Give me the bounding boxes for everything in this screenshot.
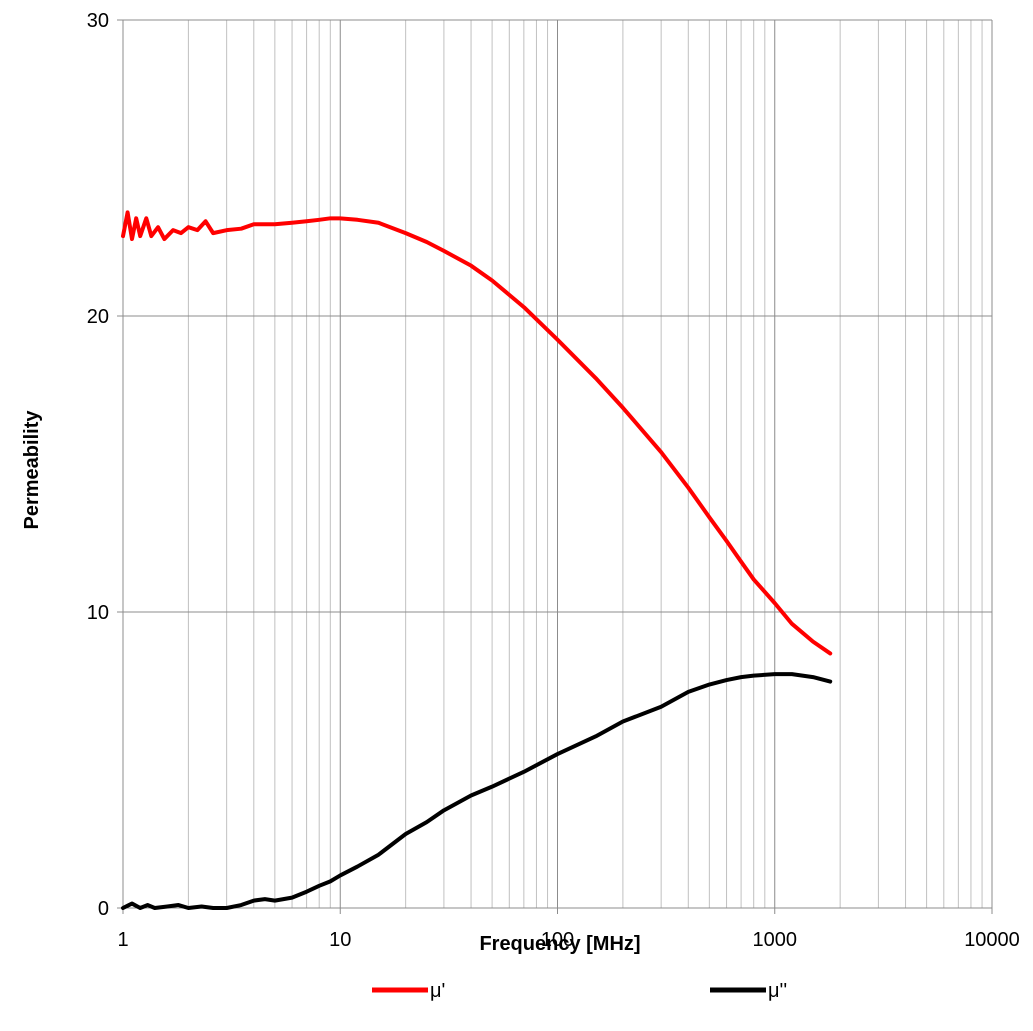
y-tick-label: 0: [98, 898, 109, 920]
y-tick-label: 30: [87, 10, 109, 32]
x-tick-label: 100: [541, 929, 574, 951]
major-gridlines: [117, 19, 993, 914]
y-tick-labels: 0 10 20 30: [87, 10, 109, 920]
x-axis-title: Frequency [MHz]: [479, 933, 640, 955]
y-axis-title: Permeability: [21, 410, 43, 530]
x-tick-label: 10: [329, 929, 351, 951]
series-line-1: [121, 210, 833, 656]
y-tick-label: 20: [87, 306, 109, 328]
x-tick-label: 1: [117, 929, 128, 951]
x-tick-label: 10000: [964, 929, 1020, 951]
legend-label-1: μ': [430, 980, 445, 1002]
y-tick-label: 10: [87, 602, 109, 624]
minor-gridlines: [187, 20, 983, 908]
legend-label-2: μ'': [768, 980, 787, 1002]
legend: μ' μ'': [372, 980, 787, 1002]
x-tick-labels: 1 10 100 1000 10000: [117, 929, 1019, 951]
x-tick-label: 1000: [753, 929, 798, 951]
series-layer: [121, 210, 833, 910]
series-line-2: [121, 672, 833, 910]
